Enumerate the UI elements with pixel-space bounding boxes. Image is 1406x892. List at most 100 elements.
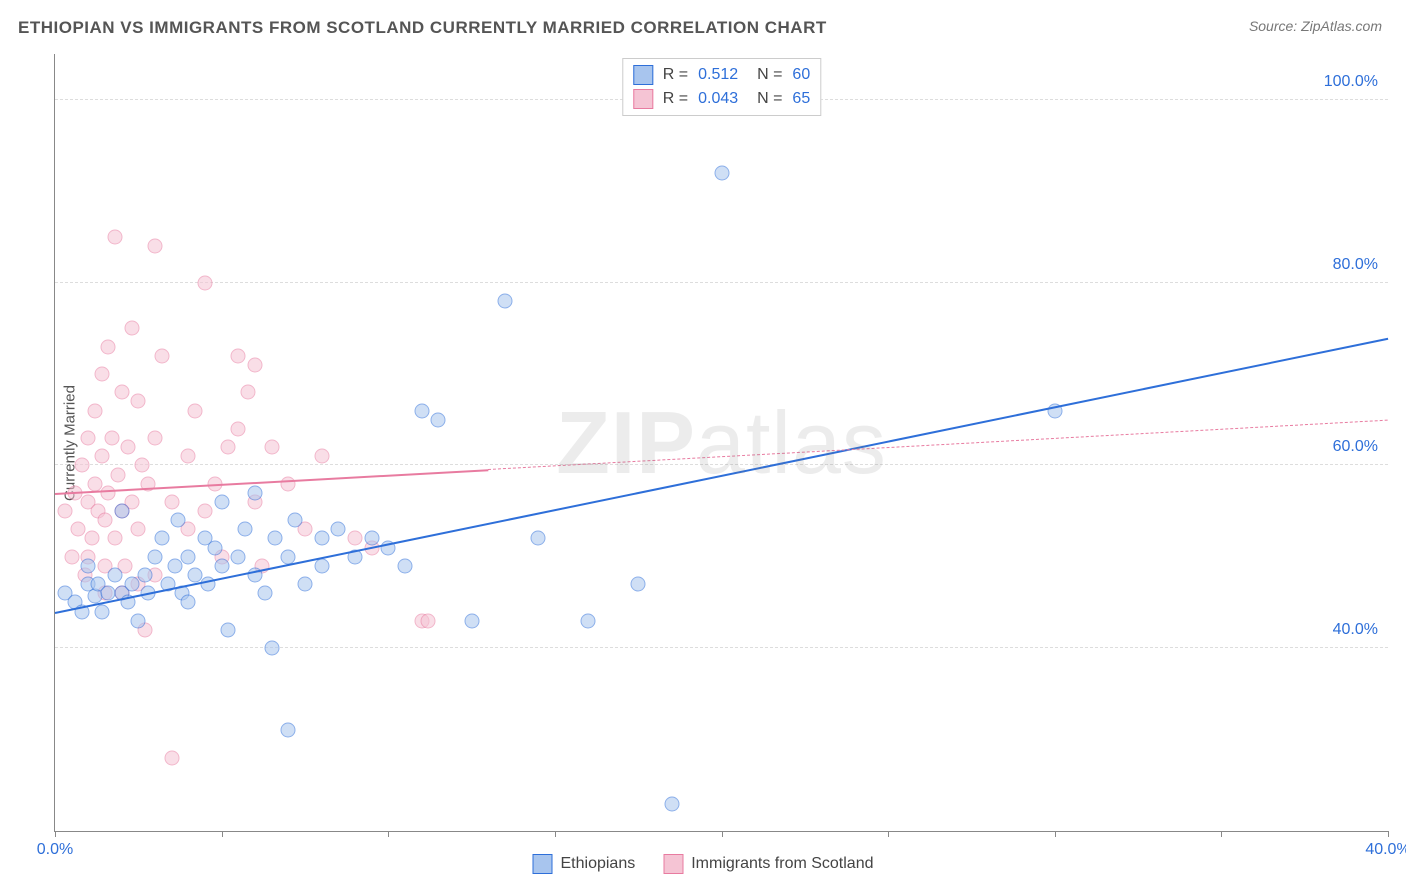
data-point: [131, 522, 146, 537]
data-point: [664, 796, 679, 811]
plot-region: R =0.512 N =60R =0.043 N =65 ZIPatlas 40…: [54, 54, 1388, 832]
data-point: [154, 531, 169, 546]
data-point: [154, 348, 169, 363]
x-tick: [222, 831, 223, 837]
legend-n-value: 60: [792, 66, 810, 84]
gridline: [55, 282, 1388, 283]
data-point: [131, 394, 146, 409]
data-point: [94, 366, 109, 381]
data-point: [314, 449, 329, 464]
legend-row: R =0.512 N =60: [633, 63, 810, 87]
chart-header: ETHIOPIAN VS IMMIGRANTS FROM SCOTLAND CU…: [0, 0, 1406, 46]
data-point: [107, 531, 122, 546]
data-point: [581, 613, 596, 628]
legend-swatch: [633, 89, 653, 109]
data-point: [187, 403, 202, 418]
data-point: [124, 577, 139, 592]
data-point: [84, 531, 99, 546]
data-point: [231, 348, 246, 363]
data-point: [81, 430, 96, 445]
data-point: [124, 321, 139, 336]
correlation-legend: R =0.512 N =60R =0.043 N =65: [622, 58, 821, 116]
data-point: [497, 293, 512, 308]
data-point: [107, 568, 122, 583]
data-point: [167, 558, 182, 573]
data-point: [364, 531, 379, 546]
legend-r-value: 0.043: [698, 90, 738, 108]
y-tick-label: 100.0%: [1324, 73, 1378, 91]
y-tick-label: 80.0%: [1333, 256, 1378, 274]
data-point: [631, 577, 646, 592]
gridline: [55, 647, 1388, 648]
data-point: [147, 238, 162, 253]
legend-n-label: N =: [748, 90, 782, 108]
legend-row: R =0.043 N =65: [633, 87, 810, 111]
x-tick: [722, 831, 723, 837]
data-point: [331, 522, 346, 537]
data-point: [281, 476, 296, 491]
data-point: [347, 531, 362, 546]
data-point: [87, 476, 102, 491]
data-point: [101, 485, 116, 500]
legend-r-label: R =: [663, 90, 688, 108]
data-point: [131, 613, 146, 628]
data-point: [171, 513, 186, 528]
chart-title: ETHIOPIAN VS IMMIGRANTS FROM SCOTLAND CU…: [18, 18, 827, 38]
chart-source: Source: ZipAtlas.com: [1249, 18, 1382, 34]
series-legend: Ethiopians Immigrants from Scotland: [533, 854, 874, 874]
data-point: [257, 586, 272, 601]
data-point: [94, 604, 109, 619]
x-tick-label: 40.0%: [1365, 841, 1406, 859]
data-point: [214, 558, 229, 573]
data-point: [221, 440, 236, 455]
legend-swatch: [663, 854, 683, 874]
trend-line: [488, 420, 1388, 470]
data-point: [221, 622, 236, 637]
data-point: [187, 568, 202, 583]
data-point: [104, 430, 119, 445]
data-point: [314, 531, 329, 546]
data-point: [264, 440, 279, 455]
data-point: [134, 458, 149, 473]
data-point: [281, 723, 296, 738]
data-point: [314, 558, 329, 573]
legend-r-value: 0.512: [698, 66, 738, 84]
data-point: [237, 522, 252, 537]
data-point: [81, 558, 96, 573]
data-point: [164, 750, 179, 765]
data-point: [714, 165, 729, 180]
chart-area: Currently Married R =0.512 N =60R =0.043…: [18, 54, 1388, 832]
legend-item: Immigrants from Scotland: [663, 854, 873, 874]
data-point: [107, 229, 122, 244]
legend-item: Ethiopians: [533, 854, 636, 874]
data-point: [531, 531, 546, 546]
data-point: [431, 412, 446, 427]
x-tick: [55, 831, 56, 837]
data-point: [74, 458, 89, 473]
x-tick: [888, 831, 889, 837]
data-point: [147, 549, 162, 564]
x-tick: [1055, 831, 1056, 837]
data-point: [247, 357, 262, 372]
data-point: [121, 440, 136, 455]
data-point: [397, 558, 412, 573]
data-point: [94, 449, 109, 464]
x-tick: [555, 831, 556, 837]
x-tick: [1221, 831, 1222, 837]
watermark-thin: atlas: [696, 393, 887, 492]
legend-series-name: Immigrants from Scotland: [691, 855, 873, 872]
legend-series-name: Ethiopians: [561, 855, 636, 872]
data-point: [421, 613, 436, 628]
data-point: [111, 467, 126, 482]
data-point: [264, 641, 279, 656]
legend-swatch: [633, 65, 653, 85]
y-tick-label: 40.0%: [1333, 621, 1378, 639]
data-point: [114, 504, 129, 519]
x-tick: [388, 831, 389, 837]
data-point: [57, 504, 72, 519]
data-point: [197, 275, 212, 290]
data-point: [71, 522, 86, 537]
data-point: [464, 613, 479, 628]
data-point: [181, 449, 196, 464]
data-point: [147, 430, 162, 445]
